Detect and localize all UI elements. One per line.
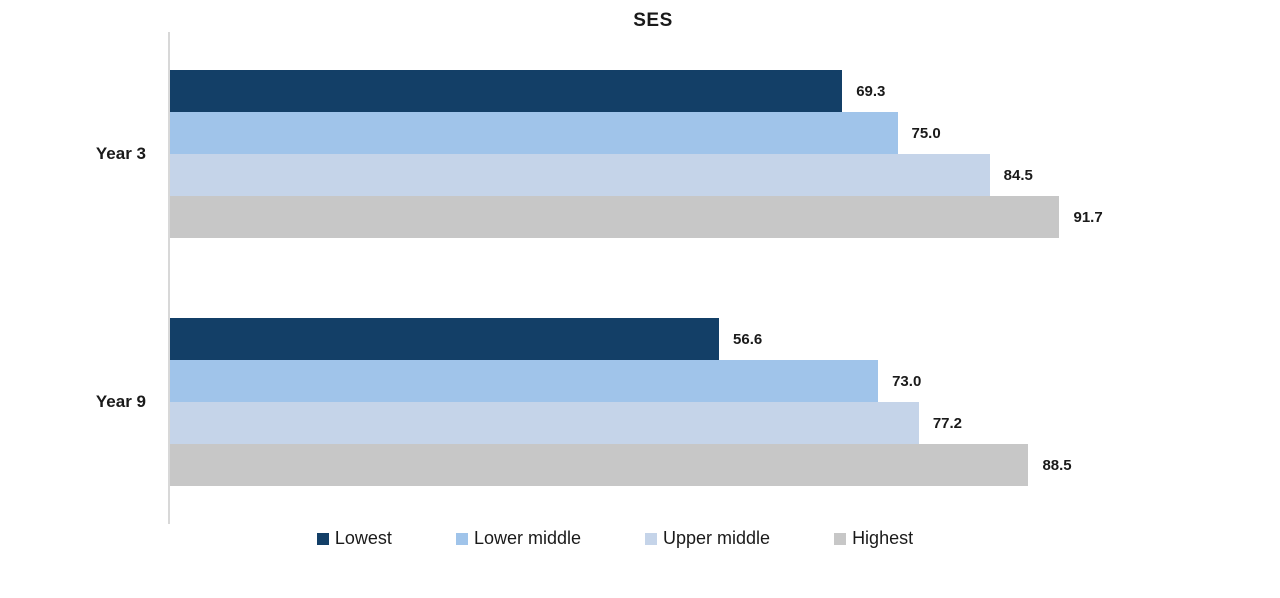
bar-value-label: 75.0: [911, 124, 941, 142]
legend-swatch-highest: [834, 532, 847, 545]
legend-item-lowest: Lowest: [316, 528, 392, 549]
legend-swatch-lower-middle: [455, 532, 468, 545]
legend-label: Highest: [852, 528, 914, 548]
bar-value-label: 69.3: [856, 82, 886, 100]
bar-row: 73.0: [170, 360, 1140, 402]
legend-swatch-upper-middle: [645, 532, 657, 545]
legend-item-upper-middle: Upper middle: [645, 528, 770, 549]
legend-label: Lower middle: [473, 528, 581, 548]
bar-row: 84.5: [170, 154, 1140, 196]
bar-row: 75.0: [170, 112, 1140, 154]
legend-item-lower-middle: Lower middle: [455, 528, 581, 549]
bar-year3-lowest: [170, 70, 843, 112]
bar-value-label: 88.5: [1042, 456, 1072, 474]
bar-value-label: 56.6: [733, 330, 763, 348]
bar-value-label: 73.0: [892, 372, 922, 390]
bar-year3-upper-middle: [170, 154, 990, 196]
bar-year9-highest: [170, 444, 1029, 486]
legend: Lowest Lower middle Upper middle Highest: [0, 528, 1230, 549]
bar-group-year3: Year 3 69.3 75.0 84.5 91.7: [96, 70, 1140, 238]
bar-year3-lower-middle: [170, 112, 898, 154]
bar-row: 69.3: [170, 70, 1140, 112]
legend-label: Upper middle: [663, 528, 771, 548]
legend-label: Lowest: [334, 528, 392, 548]
bar-year9-lowest: [170, 318, 720, 360]
bar-year3-highest: [170, 196, 1060, 238]
category-label-year9: Year 9: [95, 392, 146, 411]
bar-year9-lower-middle: [170, 360, 879, 402]
legend-item-highest: Highest: [834, 528, 913, 549]
bar-value-label: 91.7: [1073, 208, 1103, 226]
bar-year9-upper-middle: [170, 402, 919, 444]
category-label-year3: Year 3: [95, 144, 146, 163]
bar-row: 91.7: [170, 196, 1140, 238]
legend-swatch-lowest: [316, 532, 329, 545]
bar-value-label: 84.5: [1003, 166, 1033, 184]
bar-group-year9: Year 9 56.6 73.0 77.2 88.5: [96, 318, 1140, 486]
bar-row: 88.5: [170, 444, 1140, 486]
bar-row: 77.2: [170, 402, 1140, 444]
bar-row: 56.6: [170, 318, 1140, 360]
plot-area: Year 3 69.3 75.0 84.5 91.7 Year 9 5: [96, 32, 1140, 524]
bar-value-label: 77.2: [932, 414, 963, 432]
chart-title: SES: [633, 10, 673, 31]
